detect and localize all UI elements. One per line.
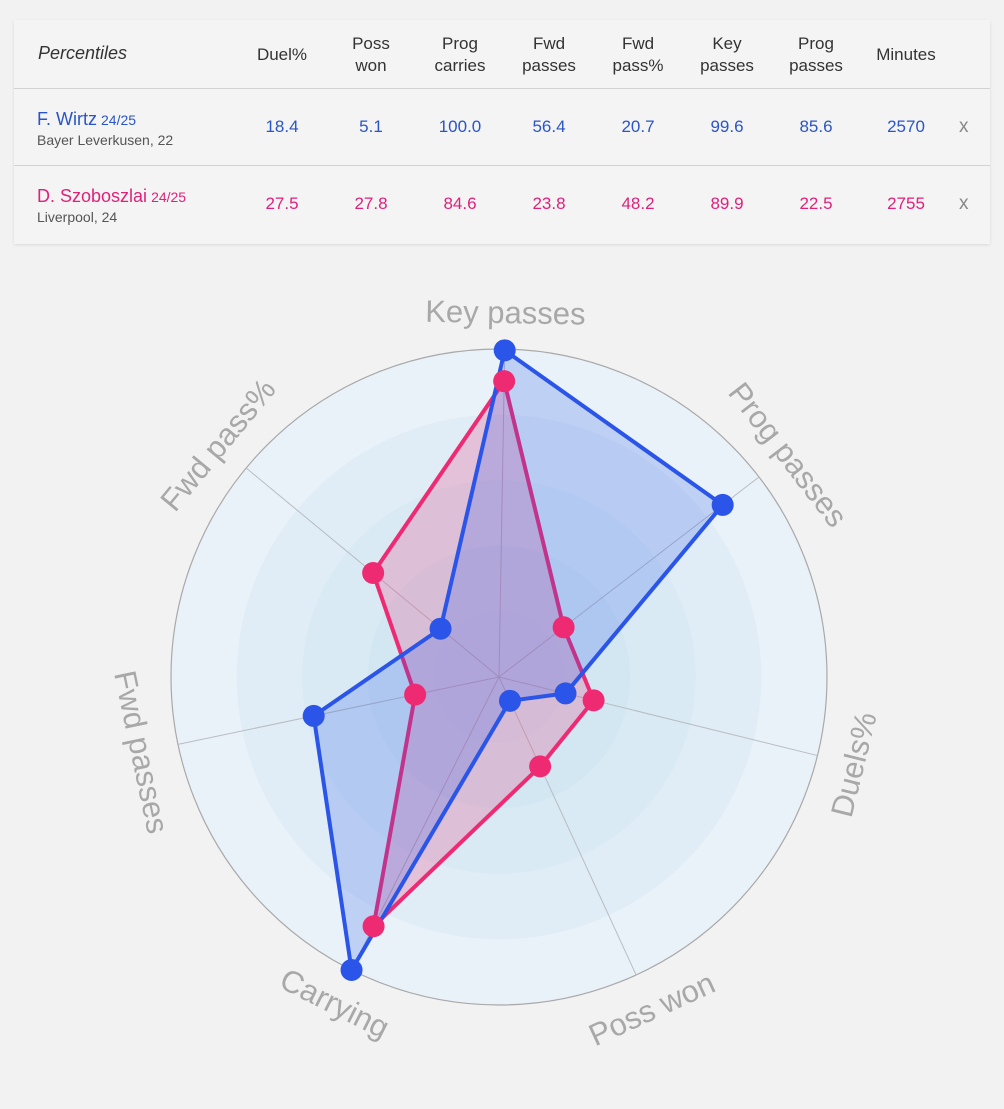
radar-point [493, 370, 516, 393]
cell-fwd-passes: 23.8 [532, 194, 566, 213]
radar-spoke [498, 676, 818, 757]
player-club-age: Bayer Leverkusen, 22 [37, 132, 174, 148]
radar-point [362, 561, 385, 584]
radar-axis-label: Fwd passes [107, 668, 175, 837]
column-header-duel-pct: Duel% [256, 45, 308, 64]
cell-duel-pct: 27.5 [265, 194, 299, 213]
cell-poss-won: 27.8 [354, 194, 388, 213]
radar-series-area [371, 379, 596, 929]
table-title: Percentiles [38, 43, 128, 63]
radar-point [529, 755, 552, 778]
radar-spoke [498, 676, 637, 976]
column-header-prog-carries: Prog carries [434, 34, 486, 75]
radar-point [498, 689, 521, 712]
cell-fwd-pass-pct: 20.7 [621, 117, 655, 136]
cell-minutes: 2570 [887, 117, 925, 136]
cell-prog-passes: 22.5 [799, 194, 833, 213]
radar-spoke [177, 676, 500, 745]
cell-fwd-passes: 56.4 [532, 117, 566, 136]
table-header-row: Percentiles Duel% Poss won Prog carries Fw… [14, 20, 990, 89]
player-name[interactable]: D. Szoboszlai 24/25 [37, 186, 187, 206]
cell-minutes: 2755 [887, 194, 925, 213]
radar-point [429, 617, 452, 640]
radar-point [552, 616, 575, 639]
radar-axis-label: Duels% [824, 709, 884, 821]
cell-prog-carries: 84.6 [443, 194, 477, 213]
column-header-prog-passes: Prog passes [789, 34, 843, 75]
cell-key-passes: 89.9 [710, 194, 744, 213]
radar-point [493, 339, 516, 362]
radar-series-area [311, 348, 725, 972]
radar-chart-area: Key passes Prog passes Duels% Poss won Carry… [0, 250, 1004, 1104]
radar-point [404, 683, 427, 706]
remove-player-button[interactable]: x [959, 116, 969, 137]
cell-fwd-pass-pct: 48.2 [621, 194, 655, 213]
radar-point [340, 958, 363, 981]
radar-axis-label: Key passes [425, 294, 586, 332]
column-header-fwd-passes: Fwd passes [522, 34, 576, 75]
cell-prog-passes: 85.6 [799, 117, 833, 136]
percentiles-table: Percentiles Duel% Poss won Prog carries Fw… [14, 20, 990, 244]
cell-key-passes: 99.6 [710, 117, 744, 136]
column-header-poss-won: Poss won [352, 34, 390, 75]
cell-prog-carries: 100.0 [438, 117, 482, 136]
column-header-key-passes: Key passes [700, 34, 754, 75]
player-name[interactable]: F. Wirtz 24/25 [37, 109, 137, 129]
radar-point [554, 682, 577, 705]
player-club-age: Liverpool, 24 [37, 209, 118, 225]
radar-point [711, 493, 734, 516]
remove-player-button[interactable]: x [959, 193, 969, 214]
cell-poss-won: 5.1 [359, 117, 383, 136]
player-row-szoboszlai: D. Szoboszlai 24/25 Liverpool, 24 27.5 27… [14, 166, 990, 244]
column-header-minutes: Minutes [876, 45, 936, 64]
cell-duel-pct: 18.4 [265, 117, 299, 136]
radar-point [362, 915, 385, 938]
column-header-fwd-pass-pct: Fwd pass% [612, 34, 664, 75]
radar-point [582, 689, 605, 712]
radar-point [302, 704, 325, 727]
radar-spoke [498, 349, 506, 678]
player-row-wirtz: F. Wirtz 24/25 Bayer Leverkusen, 22 18.4 … [14, 89, 990, 166]
